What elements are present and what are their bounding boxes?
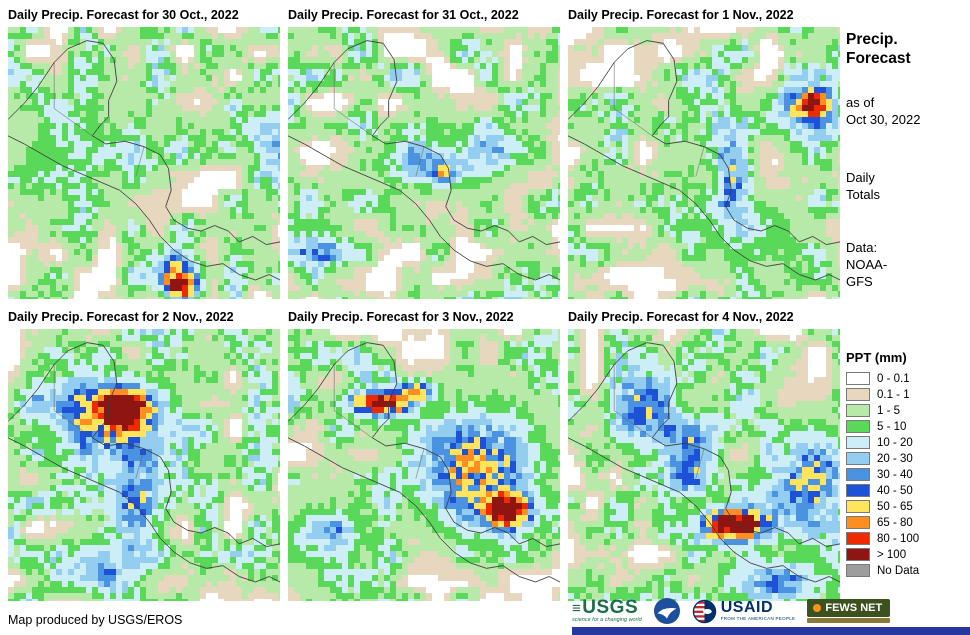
usaid-wordmark: USAID: [720, 599, 773, 617]
page-title: Precip. Forecast: [846, 31, 911, 68]
legend-swatch: [846, 484, 870, 497]
legend-title: PPT (mm): [846, 350, 907, 365]
usgs-stripes-icon: ≡: [572, 600, 582, 618]
legend-label: 20 - 30: [877, 452, 913, 465]
legend-item: 65 - 80: [846, 516, 968, 529]
precip-map-2-nov: [8, 329, 280, 601]
legend-swatch: [846, 564, 870, 577]
precip-map-3-nov: [288, 329, 560, 601]
legend-label: 0 - 0.1: [877, 372, 910, 385]
usgs-tagline: science for a changing world: [572, 617, 642, 624]
forecast-panel-3-nov: Daily Precip. Forecast for 3 Nov., 2022: [288, 310, 560, 601]
legend-swatch: [846, 468, 870, 481]
legend-label: 40 - 50: [877, 484, 913, 497]
legend-label: 10 - 20: [877, 436, 913, 449]
legend-item: 10 - 20: [846, 436, 968, 449]
map-credit: Map produced by USGS/EROS: [8, 613, 183, 627]
legend-swatch: [846, 532, 870, 545]
legend-label: 50 - 65: [877, 500, 913, 513]
legend-item: 80 - 100: [846, 532, 968, 545]
precip-map-31-oct: [288, 27, 560, 299]
legend-label: 0.1 - 1: [877, 388, 910, 401]
panel-title: Daily Precip. Forecast for 30 Oct., 2022: [8, 8, 239, 22]
legend-label: 5 - 10: [877, 420, 907, 433]
legend-label: 1 - 5: [877, 404, 901, 417]
daily-totals-label: Daily Totals: [846, 170, 880, 202]
fewsnet-banner: [807, 618, 891, 623]
panel-title: Daily Precip. Forecast for 2 Nov., 2022: [8, 310, 234, 324]
legend-item: > 100: [846, 548, 968, 561]
legend-label: 65 - 80: [877, 516, 913, 529]
legend-label: > 100: [877, 548, 907, 561]
legend-item: 1 - 5: [846, 404, 968, 417]
forecast-panel-30-oct: Daily Precip. Forecast for 30 Oct., 2022: [8, 8, 280, 299]
legend-item: 50 - 65: [846, 500, 968, 513]
usgs-logo: ≡USGS science for a changing world: [572, 598, 642, 624]
precip-legend: PPT (mm) 0 - 0.1 0.1 - 1 1 - 5 5 - 10 10 - 2…: [846, 350, 968, 580]
legend-items: 0 - 0.1 0.1 - 1 1 - 5 5 - 10 10 - 20 20 - 30 3…: [846, 372, 968, 577]
panel-title: Daily Precip. Forecast for 31 Oct., 2022: [288, 8, 519, 22]
data-source-label: Data: NOAA- GFS: [846, 240, 888, 289]
legend-item: 0 - 0.1: [846, 372, 968, 385]
legend-item: 30 - 40: [846, 468, 968, 481]
forecast-panel-2-nov: Daily Precip. Forecast for 2 Nov., 2022: [8, 310, 280, 601]
panel-title: Daily Precip. Forecast for 1 Nov., 2022: [568, 8, 794, 22]
legend-label: No Data: [877, 564, 920, 577]
legend-swatch: [846, 516, 870, 529]
legend-swatch: [846, 452, 870, 465]
legend-swatch: [846, 372, 870, 385]
legend-swatch: [846, 420, 870, 433]
legend-item: 40 - 50: [846, 484, 968, 497]
legend-label: 80 - 100: [877, 532, 920, 545]
legend-item: 20 - 30: [846, 452, 968, 465]
usaid-logo: USAID FROM THE AMERICAN PEOPLE: [692, 599, 796, 624]
panel-title: Daily Precip. Forecast for 4 Nov., 2022: [568, 310, 794, 324]
precip-map-1-nov: [568, 27, 840, 299]
legend-label: 30 - 40: [877, 468, 913, 481]
usaid-tagline: FROM THE AMERICAN PEOPLE: [720, 616, 796, 622]
legend-swatch: [846, 404, 870, 417]
legend-item: 5 - 10: [846, 420, 968, 433]
forecast-panel-4-nov: Daily Precip. Forecast for 4 Nov., 2022: [568, 310, 840, 601]
bottom-blue-bar: [572, 627, 970, 635]
legend-item: 0.1 - 1: [846, 388, 968, 401]
forecast-panel-1-nov: Daily Precip. Forecast for 1 Nov., 2022: [568, 8, 840, 299]
logo-strip: ≡USGS science for a changing world: [572, 597, 891, 625]
precip-map-4-nov: [568, 329, 840, 601]
fewsnet-logo: FEWS NET: [807, 599, 891, 623]
legend-swatch: [846, 388, 870, 401]
legend-item: No Data: [846, 564, 968, 577]
legend-swatch: [846, 500, 870, 513]
usaid-emblem-icon: [692, 599, 716, 623]
forecast-panel-31-oct: Daily Precip. Forecast for 31 Oct., 2022: [288, 8, 560, 299]
usgs-wordmark: USGS: [582, 597, 639, 619]
as-of-date: as of Oct 30, 2022: [846, 95, 921, 127]
legend-swatch: [846, 436, 870, 449]
panel-title: Daily Precip. Forecast for 3 Nov., 2022: [288, 310, 514, 324]
fewsnet-wordmark: FEWS NET: [825, 602, 883, 614]
precip-map-30-oct: [8, 27, 280, 299]
noaa-logo-icon: [653, 598, 680, 624]
legend-swatch: [846, 548, 870, 561]
fewsnet-globe-icon: [813, 604, 822, 612]
